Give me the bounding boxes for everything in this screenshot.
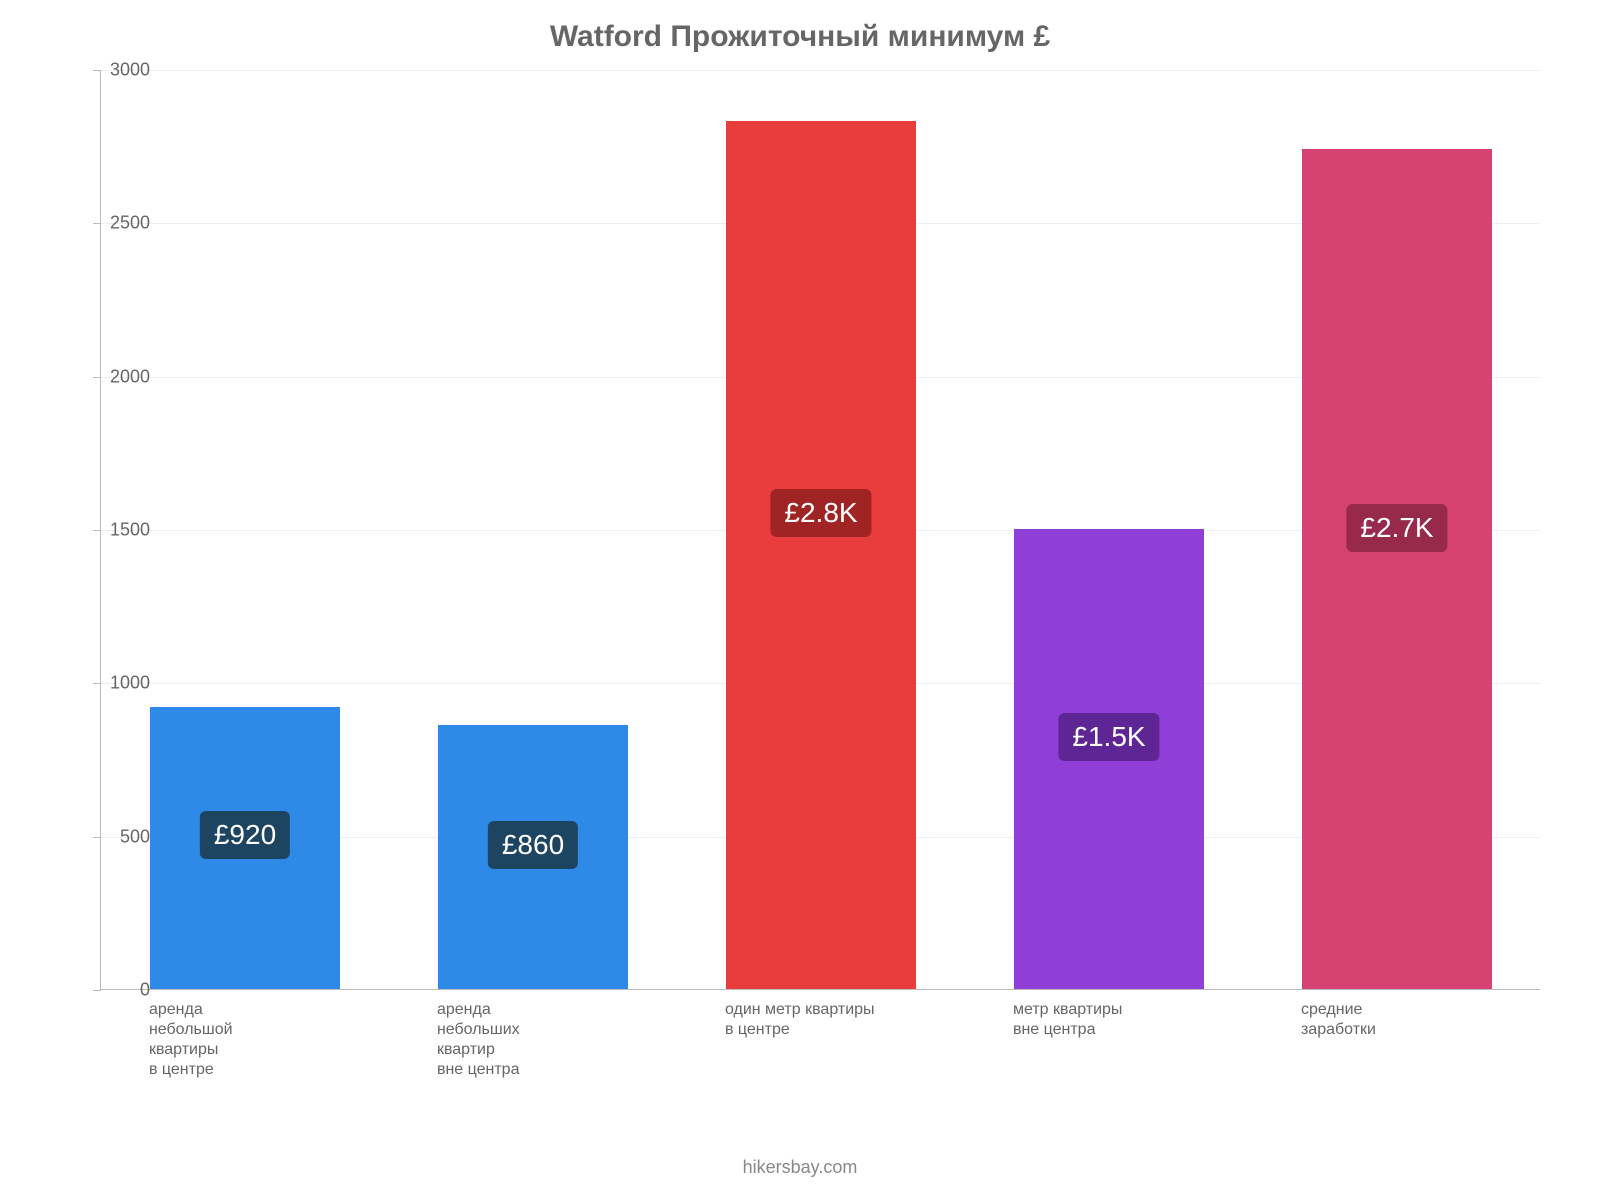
x-axis-label: средние заработки	[1301, 1000, 1491, 1040]
x-axis-label: метр квартиры вне центра	[1013, 1000, 1203, 1040]
y-axis-label: 1500	[110, 520, 150, 541]
y-tick	[93, 377, 101, 378]
x-axis-label: аренда небольших квартир вне центра	[437, 1000, 627, 1080]
bar	[726, 121, 916, 989]
y-tick	[93, 530, 101, 531]
y-axis-label: 3000	[110, 60, 150, 81]
y-axis-label: 1000	[110, 673, 150, 694]
y-axis-label: 500	[120, 826, 150, 847]
y-tick	[93, 837, 101, 838]
chart-container: Watford Прожиточный минимум £ £920 £860 £2…	[0, 0, 1600, 1200]
value-badge: £2.8K	[770, 489, 871, 537]
plot-area: £920 £860 £2.8K £1.5K £2.7K	[100, 70, 1540, 990]
chart-footer: hikersbay.com	[0, 1157, 1600, 1178]
y-tick	[93, 683, 101, 684]
y-axis-label: 2000	[110, 366, 150, 387]
y-axis-label: 0	[140, 980, 150, 1001]
x-axis-label: аренда небольшой квартиры в центре	[149, 1000, 339, 1080]
y-tick	[93, 223, 101, 224]
value-badge: £1.5K	[1058, 713, 1159, 761]
y-axis-label: 2500	[110, 213, 150, 234]
y-tick	[93, 990, 101, 991]
chart-title: Watford Прожиточный минимум £	[0, 20, 1600, 54]
value-badge: £2.7K	[1346, 504, 1447, 552]
value-badge: £860	[488, 821, 578, 869]
y-tick	[93, 70, 101, 71]
x-axis-label: один метр квартиры в центре	[725, 1000, 915, 1040]
value-badge: £920	[200, 811, 290, 859]
bar	[1302, 149, 1492, 989]
grid-line	[101, 70, 1540, 71]
